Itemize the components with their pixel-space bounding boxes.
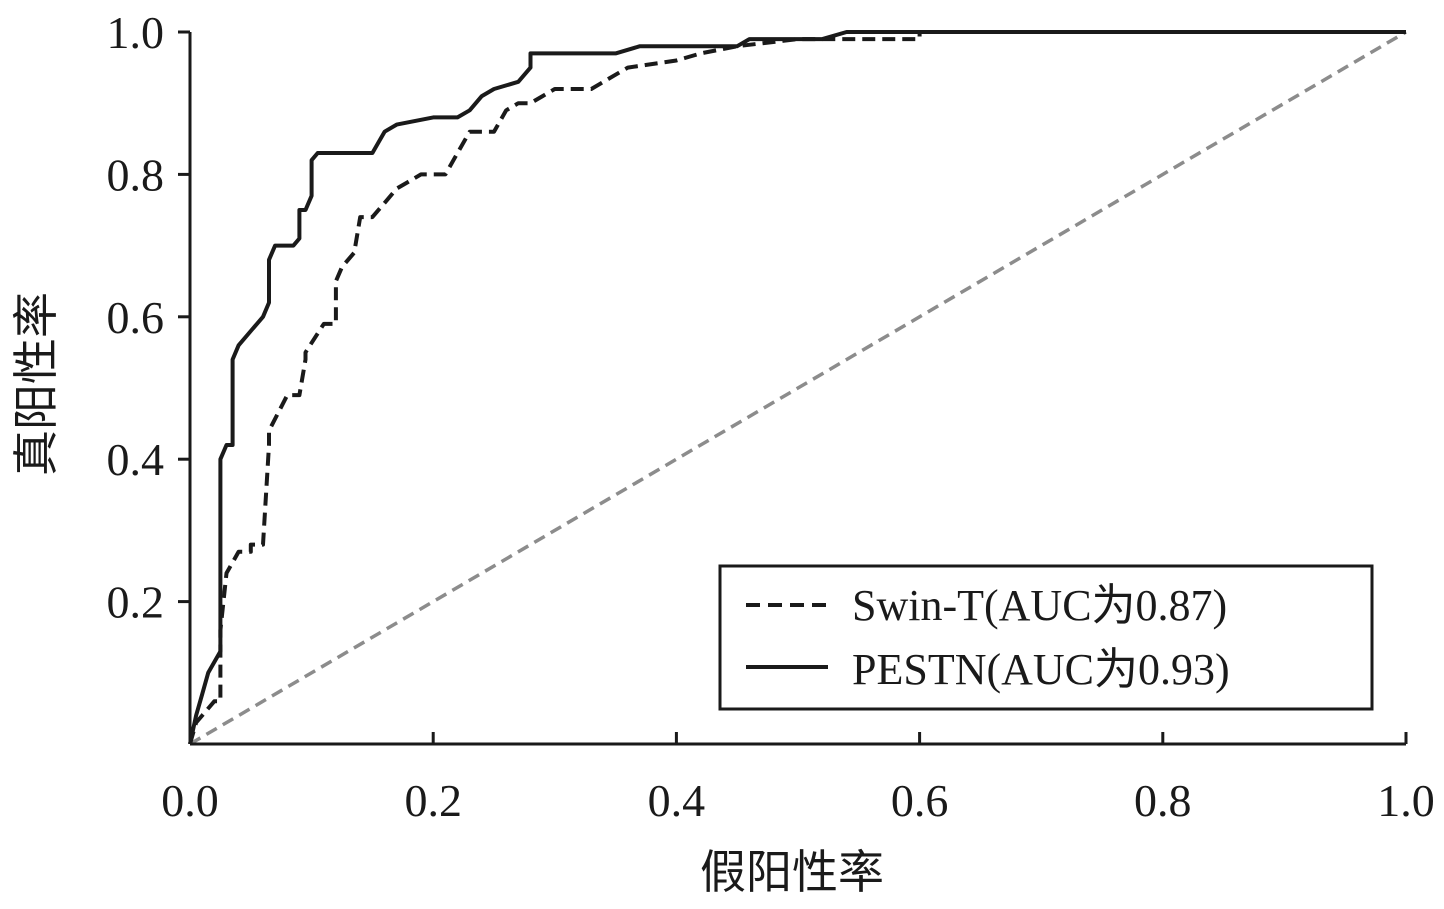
y-tick-label: 0.4 bbox=[107, 434, 165, 485]
series-line-pestn bbox=[188, 30, 1406, 745]
plot-area: 0.2 0.4 0.6 0.8 1.0 0.0 0.2 0.4 0.6 0.8 1.0 bbox=[107, 7, 1435, 826]
legend-label-swin-t: Swin-T(AUC为0.87) bbox=[852, 581, 1227, 630]
y-tick-label: 0.6 bbox=[107, 292, 165, 343]
y-axis-title: 真阳性率 bbox=[9, 292, 63, 476]
legend-box bbox=[718, 564, 1374, 711]
x-tick-label: 0.0 bbox=[161, 775, 219, 826]
x-tick-label: 0.8 bbox=[1134, 775, 1192, 826]
series-line-swin-t bbox=[188, 30, 1406, 745]
x-tick-label: 1.0 bbox=[1377, 775, 1435, 826]
x-tick-label: 0.2 bbox=[404, 775, 462, 826]
x-axis-title: 假阳性率 bbox=[700, 845, 884, 899]
legend-label-pestn: PESTN(AUC为0.93) bbox=[852, 645, 1230, 694]
x-tick-label: 0.4 bbox=[648, 775, 706, 826]
y-tick-label: 1.0 bbox=[107, 7, 165, 58]
y-tick-label: 0.8 bbox=[107, 149, 165, 200]
reference-diagonal-line bbox=[189, 30, 1407, 746]
y-tick-label: 0.2 bbox=[107, 577, 165, 628]
x-tick-label: 0.6 bbox=[891, 775, 949, 826]
legend: Swin-T(AUC为0.87) PESTN(AUC为0.93) bbox=[718, 564, 1374, 711]
